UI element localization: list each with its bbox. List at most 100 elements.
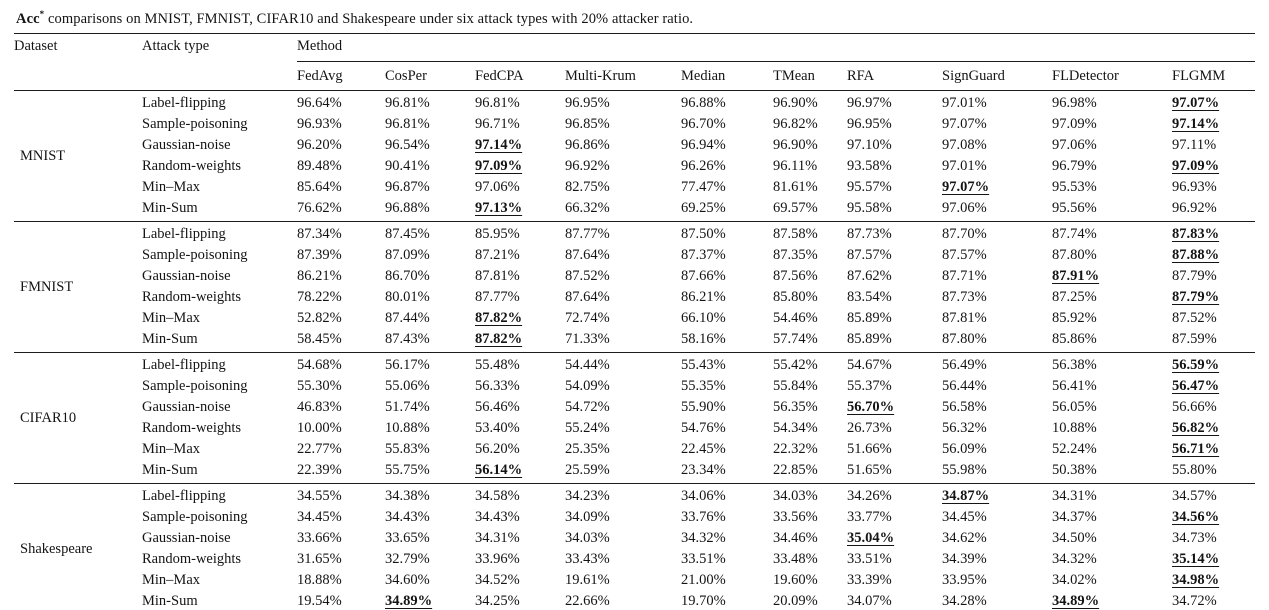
accuracy-value: 34.02% [1052, 571, 1097, 588]
accuracy-value: 97.09% [1172, 156, 1255, 177]
accuracy-value: 85.95% [475, 225, 520, 242]
dataset-column-header: Dataset [14, 37, 58, 54]
accuracy-value: 54.76% [681, 419, 726, 436]
table-row: Sample-poisoning 55.30% 55.06% 56.33% 54.09%… [14, 376, 1255, 397]
method-column-header: CosPer [385, 68, 427, 85]
accuracy-value: 85.80% [773, 288, 818, 305]
accuracy-value: 97.14% [1172, 114, 1255, 135]
attack-type-label: Random-weights [142, 419, 242, 436]
best-accuracy-value: 34.89% [385, 592, 433, 609]
accuracy-value: 87.57% [942, 246, 987, 263]
accuracy-value: 19.70% [681, 592, 726, 609]
accuracy-value: 97.07% [942, 177, 1052, 198]
table-row: CIFAR10 Label-flipping 54.68% 56.17% 55.48% 5… [14, 352, 1255, 427]
methods-header-row: FedAvg CosPer FedCPA Multi-Krum Median TMean R… [14, 61, 1255, 90]
accuracy-value: 26.73% [847, 419, 892, 436]
accuracy-value: 21.00% [681, 571, 726, 588]
accuracy-value: 33.56% [773, 508, 818, 525]
accuracy-value: 87.71% [942, 267, 987, 284]
accuracy-value: 34.39% [942, 550, 987, 567]
method-column-header: FLDetector [1052, 68, 1119, 85]
accuracy-value: 97.07% [942, 115, 987, 132]
accuracy-value: 97.10% [847, 136, 892, 153]
method-column-header: FedAvg [297, 68, 343, 85]
accuracy-value: 86.21% [297, 267, 342, 284]
accuracy-value: 56.58% [942, 398, 987, 415]
header-row-groups: Dataset Attack type Method [14, 33, 1255, 62]
attack-type-label: Gaussian-noise [142, 267, 231, 284]
accuracy-value: 34.46% [773, 529, 818, 546]
accuracy-value: 55.98% [942, 461, 987, 478]
accuracy-value: 56.14% [475, 460, 565, 484]
accuracy-value: 87.59% [1172, 330, 1217, 347]
accuracy-value: 56.09% [942, 440, 987, 457]
accuracy-value: 22.32% [773, 440, 818, 457]
accuracy-value: 87.39% [297, 246, 342, 263]
accuracy-value: 19.61% [565, 571, 610, 588]
accuracy-value: 55.83% [385, 440, 430, 457]
accuracy-value: 34.43% [475, 508, 520, 525]
table-row: Sample-poisoning 96.93% 96.81% 96.71% 96.85%… [14, 114, 1255, 135]
accuracy-value: 23.34% [681, 461, 726, 478]
accuracy-value: 25.59% [565, 461, 610, 478]
accuracy-value: 77.47% [681, 178, 726, 195]
accuracy-value: 56.71% [1172, 439, 1255, 460]
accuracy-value: 32.79% [385, 550, 430, 567]
accuracy-value: 34.32% [681, 529, 726, 546]
attack-type-label: Min-Sum [142, 592, 198, 609]
method-column-header: FedCPA [475, 68, 524, 85]
accuracy-value: 87.73% [847, 225, 892, 242]
accuracy-value: 87.45% [385, 225, 430, 242]
best-accuracy-value: 97.09% [1172, 157, 1220, 174]
accuracy-value: 34.23% [565, 487, 610, 504]
accuracy-value: 56.35% [773, 398, 818, 415]
accuracy-value: 22.66% [565, 592, 610, 609]
accuracy-value: 87.52% [1172, 309, 1217, 326]
accuracy-value: 22.39% [297, 461, 342, 478]
best-accuracy-value: 56.14% [475, 461, 523, 478]
accuracy-value: 85.92% [1052, 309, 1097, 326]
best-accuracy-value: 97.09% [475, 157, 523, 174]
accuracy-value: 34.55% [297, 487, 342, 504]
accuracy-value: 97.09% [1052, 115, 1097, 132]
accuracy-value: 78.22% [297, 288, 342, 305]
accuracy-value: 95.53% [1052, 178, 1097, 195]
accuracy-value: 55.48% [475, 356, 520, 373]
table-row: Gaussian-noise 96.20% 96.54% 97.14% 96.86% 96… [14, 135, 1255, 156]
accuracy-value: 87.34% [297, 225, 342, 242]
accuracy-value: 72.74% [565, 309, 610, 326]
accuracy-value: 87.77% [565, 225, 610, 242]
accuracy-value: 85.89% [847, 330, 892, 347]
accuracy-value: 76.62% [297, 199, 342, 216]
dataset-group: MNIST Label-flipping 96.64% 96.81% 96.81% 96.… [14, 90, 1255, 221]
accuracy-value: 96.93% [297, 115, 342, 132]
attack-type-label: Min–Max [142, 309, 200, 326]
attack-type-label: Gaussian-noise [142, 398, 231, 415]
accuracy-value: 56.46% [475, 398, 520, 415]
method-column-header: SignGuard [942, 68, 1005, 85]
best-accuracy-value: 97.13% [475, 199, 523, 216]
accuracy-value: 87.62% [847, 267, 892, 284]
accuracy-value: 55.43% [681, 356, 726, 373]
dataset-group: Shakespeare Label-flipping 34.55% 34.38% 34.… [14, 483, 1255, 610]
table-row: Min-Sum 19.54% 34.89% 34.25% 22.66% 19.70% 20.… [14, 591, 1255, 610]
accuracy-value: 87.35% [773, 246, 818, 263]
accuracy-value: 87.82% [475, 308, 565, 329]
accuracy-value: 19.54% [297, 592, 342, 609]
attack-type-label: Sample-poisoning [142, 508, 248, 525]
accuracy-value: 96.90% [773, 136, 818, 153]
accuracy-value: 96.81% [385, 94, 430, 111]
accuracy-value: 33.51% [847, 550, 892, 567]
accuracy-value: 56.17% [385, 356, 430, 373]
accuracy-value: 97.06% [475, 178, 520, 195]
accuracy-value: 96.11% [773, 157, 818, 174]
accuracy-value: 86.21% [681, 288, 726, 305]
accuracy-value: 34.03% [565, 529, 610, 546]
accuracy-value: 87.37% [681, 246, 726, 263]
accuracy-value: 85.86% [1052, 330, 1097, 347]
best-accuracy-value: 35.04% [847, 529, 895, 546]
accuracy-value: 97.11% [1172, 136, 1217, 153]
table-row: Sample-poisoning 87.39% 87.09% 87.21% 87.64%… [14, 245, 1255, 266]
accuracy-value: 87.88% [1172, 245, 1255, 266]
table-row: Random-weights 10.00% 10.88% 53.40% 55.24% 54… [14, 418, 1255, 439]
